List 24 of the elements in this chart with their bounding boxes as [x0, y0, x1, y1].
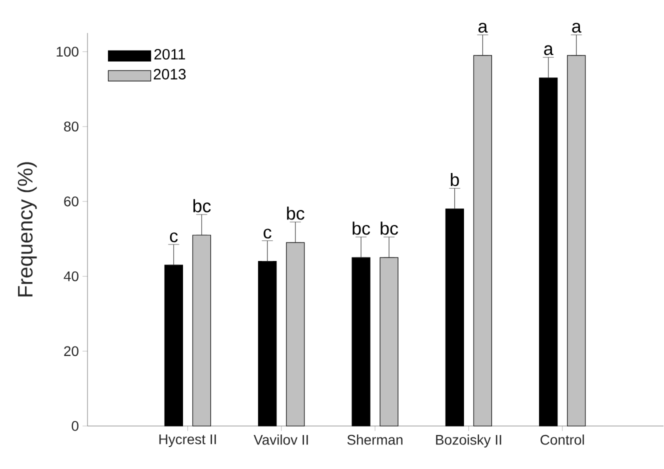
annotation: bc	[287, 206, 304, 220]
x-tick-label: Vavilov II	[254, 434, 308, 445]
y-axis-title: Frequency (%)	[17, 162, 37, 296]
x-tick-label: Sherman	[347, 434, 402, 445]
y-tick-label: 0	[72, 421, 78, 431]
y-tick-label: 20	[64, 346, 78, 356]
legend-label: 2011	[154, 48, 186, 60]
annotation: c	[170, 232, 178, 242]
text: a	[478, 22, 488, 33]
y-tick-label: 80	[64, 122, 78, 132]
annotation: bc	[380, 222, 398, 235]
text: a	[572, 22, 582, 33]
y-tick-label: 40	[64, 271, 78, 282]
y-tick-label: 60	[64, 196, 78, 206]
x-tick-label: Hycrest II	[159, 434, 216, 448]
y-tick-label: 100	[56, 46, 78, 57]
legend-label: 2013	[154, 68, 186, 80]
x-tick-label: Bozoisky II	[436, 434, 502, 448]
annotation: b	[450, 172, 459, 186]
x-tick-label: Control	[540, 434, 584, 445]
annotation: c	[264, 228, 272, 239]
annotation: bc	[193, 199, 211, 212]
annotation: a	[544, 45, 554, 56]
annotation: bc	[352, 222, 370, 235]
